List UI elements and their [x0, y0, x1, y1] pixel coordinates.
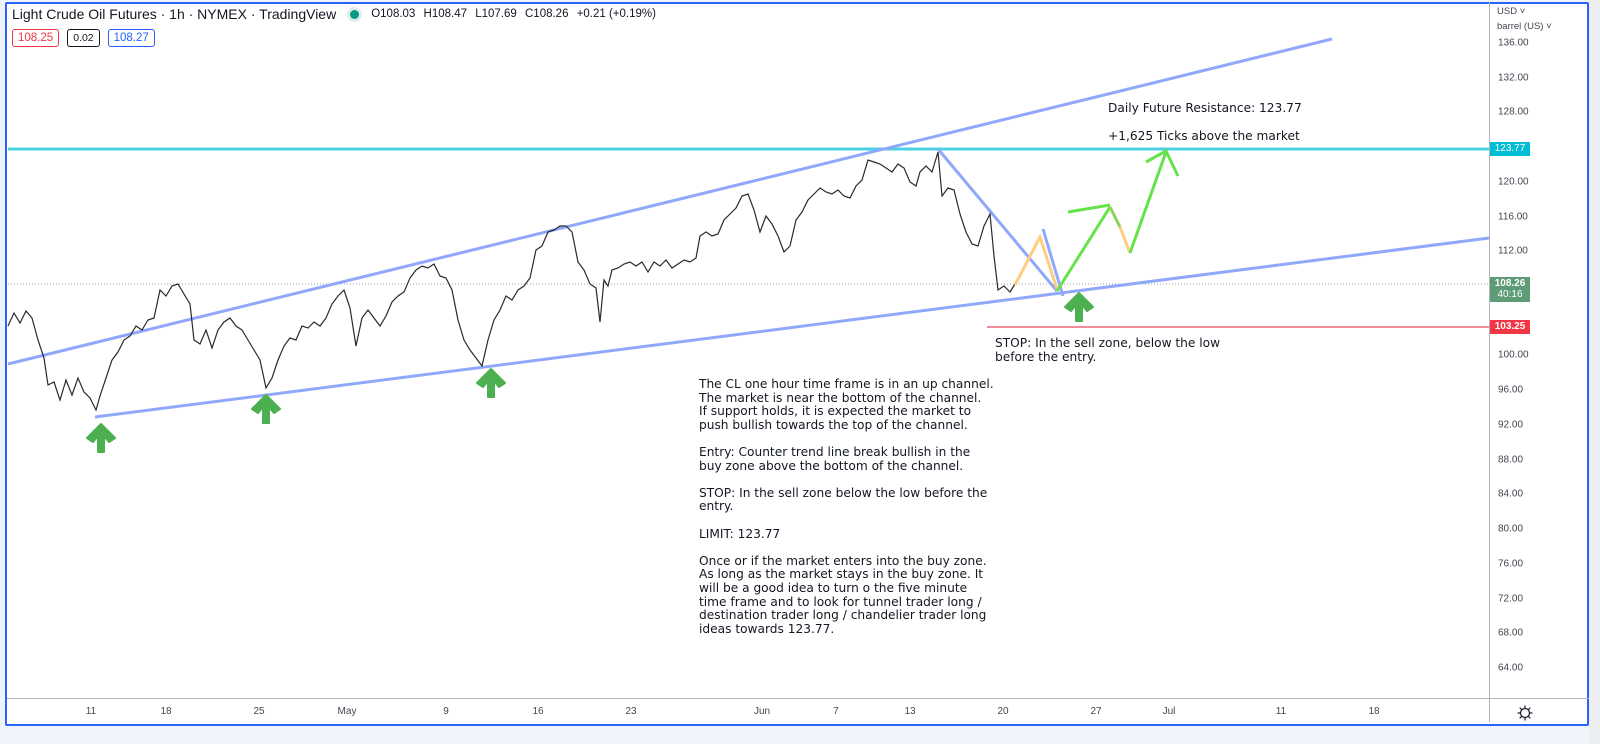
resistance-price-tag: 123.77 — [1490, 142, 1530, 156]
arrow-up-icon — [251, 394, 281, 424]
quote-buttons: 108.25 0.02 108.27 — [12, 29, 155, 47]
projection-orange-2 — [1118, 226, 1132, 254]
time-tick: 13 — [904, 706, 916, 717]
price-tick: 88.00 — [1498, 454, 1524, 466]
time-tick: Jul — [1162, 706, 1176, 717]
arrow-up-icon — [1064, 292, 1094, 322]
high-value: H108.47 — [423, 8, 468, 20]
price-tick: 96.00 — [1498, 384, 1524, 396]
symbol-title[interactable]: Light Crude Oil Futures · 1h · NYMEX · T… — [12, 6, 337, 22]
unit-dropdown[interactable]: barrel (US) ˅ — [1497, 21, 1552, 32]
buy-button[interactable]: 108.27 — [107, 29, 155, 47]
market-status-icon — [350, 9, 360, 19]
last-price-tag: 108.26 40:16 — [1490, 277, 1530, 302]
price-tick: 72.00 — [1498, 593, 1524, 605]
projection-orange-1 — [1013, 233, 1059, 290]
chart-window — [5, 2, 1589, 726]
stop-price-tag: 103.25 — [1490, 320, 1530, 334]
close-value: C108.26 — [525, 8, 569, 20]
time-tick: Jun — [753, 706, 771, 717]
price-tick: 68.00 — [1498, 627, 1524, 639]
time-tick: 16 — [532, 706, 544, 717]
price-tick: 84.00 — [1498, 488, 1524, 500]
projection-green-2 — [1128, 151, 1168, 254]
bar-countdown: 40:16 — [1497, 289, 1523, 300]
price-tick: 112.00 — [1498, 245, 1528, 257]
price-tick: 136.00 — [1498, 37, 1529, 49]
price-tick: 132.00 — [1498, 72, 1529, 84]
last-price-value: 108.26 — [1494, 278, 1526, 289]
price-tick: 80.00 — [1498, 523, 1524, 535]
price-axis-border[interactable] — [1489, 2, 1490, 722]
currency-dropdown[interactable]: USD ˅ — [1497, 6, 1526, 17]
analysis-note[interactable]: The CL one hour time frame is in an up c… — [699, 377, 994, 636]
time-tick: 7 — [833, 706, 839, 717]
time-tick: 25 — [253, 706, 265, 717]
time-tick: 11 — [85, 706, 97, 717]
price-tick: 128.00 — [1498, 106, 1529, 118]
price-series — [7, 151, 1016, 412]
projection-green-arrowhead-1 — [1067, 203, 1111, 214]
window-gutter — [1589, 0, 1600, 744]
time-tick: 27 — [1090, 706, 1102, 717]
price-tick: 116.00 — [1498, 211, 1528, 223]
spread-value: 0.02 — [67, 29, 100, 47]
arrow-up-icon — [86, 423, 116, 453]
time-tick: 20 — [997, 706, 1009, 717]
time-tick: 11 — [1275, 706, 1287, 717]
price-tick: 100.00 — [1498, 349, 1529, 361]
counter-trend-line — [936, 148, 1059, 292]
price-tick: 120.00 — [1498, 176, 1529, 188]
resistance-title-note[interactable]: Daily Future Resistance: 123.77 — [1108, 101, 1302, 115]
time-axis-border — [7, 698, 1589, 699]
price-tick: 64.00 — [1498, 662, 1524, 674]
channel-lower-line — [94, 236, 1490, 419]
ohlc-values: O108.03 H108.47 L107.69 C108.26 +0.21 (+… — [371, 8, 661, 20]
price-tick: 92.00 — [1498, 419, 1524, 431]
support-arrows — [86, 292, 1094, 453]
time-tick: 18 — [160, 706, 172, 717]
price-tick: 76.00 — [1498, 558, 1524, 570]
projection-green-1 — [1055, 206, 1112, 292]
low-value: L107.69 — [475, 8, 517, 20]
time-tick: 18 — [1368, 706, 1380, 717]
chart-legend[interactable]: Light Crude Oil Futures · 1h · NYMEX · T… — [12, 6, 661, 22]
time-tick: May — [337, 706, 357, 717]
projection-green-arrowhead-2 — [1145, 148, 1180, 177]
sell-button[interactable]: 108.25 — [12, 29, 60, 47]
open-value: O108.03 — [371, 8, 416, 20]
projection-mid — [1108, 206, 1122, 228]
arrow-up-icon — [476, 368, 506, 398]
change-value: +0.21 (+0.19%) — [576, 8, 656, 20]
time-tick: 23 — [625, 706, 637, 717]
resistance-ticks-note[interactable]: +1,625 Ticks above the market — [1108, 129, 1300, 143]
chart-settings-gear-icon[interactable] — [1516, 704, 1534, 722]
channel-upper-line — [7, 37, 1333, 366]
time-tick: 9 — [443, 706, 449, 717]
stop-note[interactable]: STOP: In the sell zone, below the low be… — [995, 336, 1221, 364]
